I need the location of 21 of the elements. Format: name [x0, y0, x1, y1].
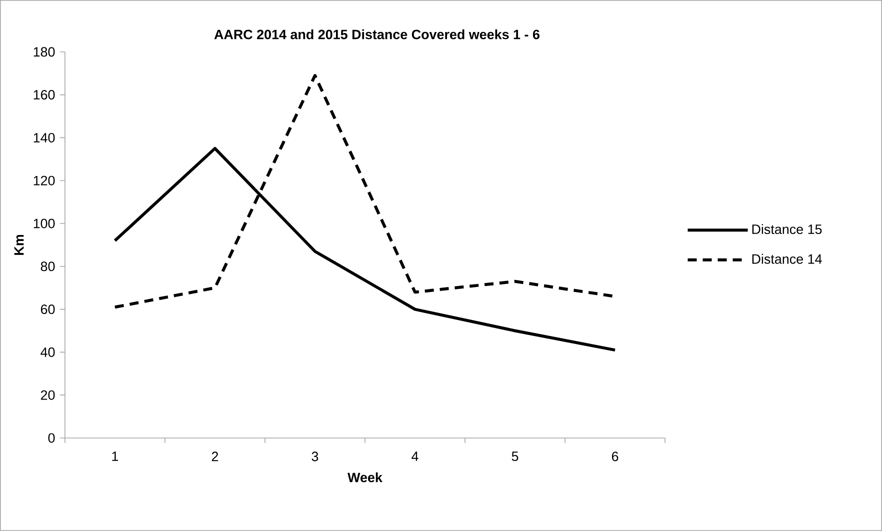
y-tick-label: 80 [40, 262, 55, 272]
x-tick-label: 3 [312, 452, 318, 462]
y-tick-label: 160 [34, 90, 55, 100]
x-tick-label: 4 [412, 452, 418, 461]
x-axis-title: Week [348, 472, 382, 482]
chart-title: AARC 2014 and 2015 Distance Covered weeks 1 - 6 [214, 29, 540, 40]
x-tick-label: 6 [612, 452, 618, 462]
y-tick-label: 120 [34, 176, 55, 186]
y-tick-label: 0 [48, 433, 55, 443]
y-tick-label: 60 [40, 304, 55, 314]
legend-label: Distance 15 [752, 224, 822, 234]
legend-label: Distance 14 [752, 254, 822, 264]
y-tick-label: 40 [40, 347, 55, 357]
y-axis-title: Km [14, 234, 24, 255]
y-tick-label: 100 [34, 218, 55, 228]
x-tick-label: 1 [112, 452, 118, 461]
y-tick-label: 20 [40, 390, 55, 400]
x-tick-label: 5 [512, 452, 518, 462]
y-tick-label: 180 [34, 47, 55, 57]
y-tick-label: 140 [34, 132, 55, 143]
x-tick-label: 2 [212, 452, 218, 462]
